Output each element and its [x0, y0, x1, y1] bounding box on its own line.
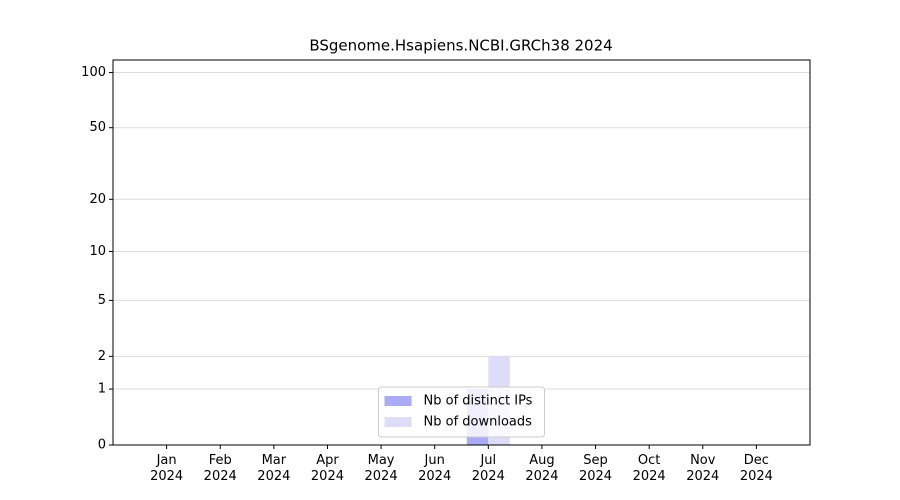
- x-tick-label: Feb 2024: [203, 453, 237, 484]
- x-tick-label: Mar 2024: [257, 453, 291, 484]
- y-tick-label: 10: [89, 244, 106, 259]
- legend-box: [378, 386, 545, 438]
- plot-frame: [112, 59, 811, 446]
- x-tick-label: Oct 2024: [632, 453, 666, 484]
- y-tick-label: 2: [98, 349, 106, 364]
- x-tick-label: Jun 2024: [418, 453, 452, 484]
- y-tick-label: 1: [98, 382, 106, 397]
- x-tick-label: Apr 2024: [310, 453, 344, 484]
- y-tick-label: 50: [89, 120, 106, 135]
- legend-swatch: [384, 417, 412, 427]
- x-tick-label: Dec 2024: [739, 453, 773, 484]
- x-tick-label: Nov 2024: [686, 453, 720, 484]
- chart-title: BSgenome.Hsapiens.NCBI.GRCh38 2024: [309, 37, 612, 55]
- x-tick-label: Sep 2024: [578, 453, 613, 484]
- y-tick-label: 100: [81, 65, 106, 80]
- y-tick-label: 5: [98, 293, 106, 308]
- x-tick-label: Aug 2024: [525, 453, 559, 484]
- y-tick-label: 0: [98, 438, 106, 453]
- x-tick-label: Jan 2024: [150, 453, 184, 484]
- x-tick-label: Jul 2024: [471, 453, 505, 484]
- legend-label: Nb of distinct IPs: [424, 394, 533, 409]
- x-tick-label: May 2024: [364, 453, 398, 484]
- y-tick-label: 20: [89, 192, 106, 207]
- legend-label: Nb of downloads: [424, 415, 533, 430]
- legend-swatch: [384, 396, 412, 406]
- legend: Nb of distinct IPs Nb of downloads: [378, 386, 545, 438]
